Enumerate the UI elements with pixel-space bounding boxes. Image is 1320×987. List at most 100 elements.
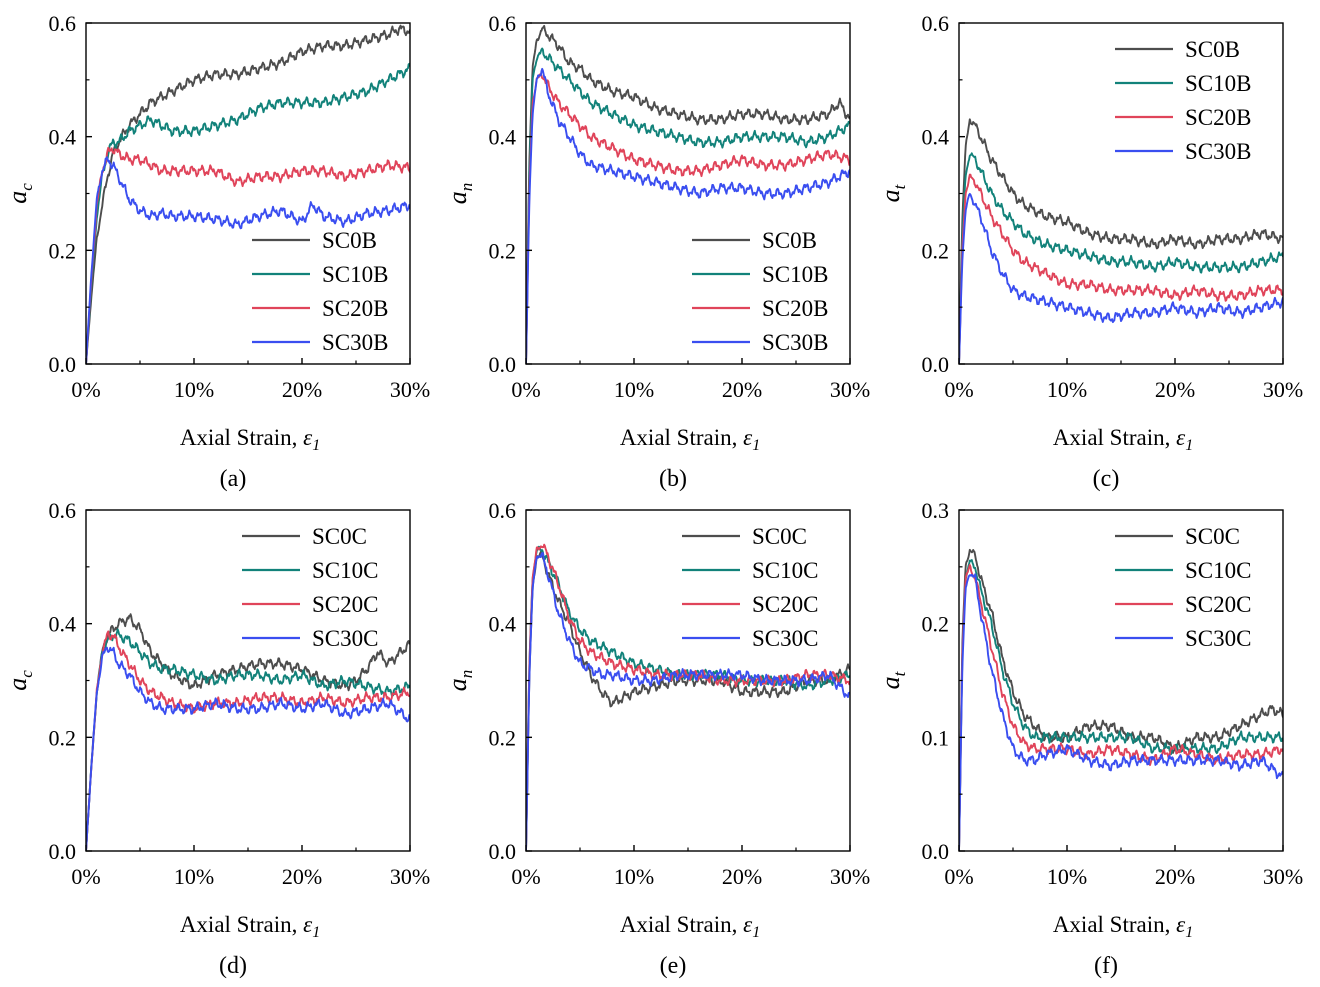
panel-label: (d) xyxy=(219,953,247,979)
legend-label: SC0C xyxy=(752,524,807,549)
x-tick-label: 0% xyxy=(511,864,540,889)
legend-label: SC20C xyxy=(312,592,378,617)
x-tick-label: 10% xyxy=(614,864,654,889)
x-tick-label: 30% xyxy=(1263,864,1303,889)
x-tick-label: 10% xyxy=(174,864,214,889)
y-axis-label: an xyxy=(443,670,476,692)
series-group xyxy=(86,24,410,364)
legend-label: SC0B xyxy=(322,228,377,253)
y-axis-label: ac xyxy=(3,183,36,204)
y-tick-label: 0.6 xyxy=(922,11,950,36)
legend-label: SC20B xyxy=(762,296,828,321)
series-line xyxy=(86,62,410,364)
x-tick-label: 0% xyxy=(71,377,100,402)
x-tick-label: 30% xyxy=(390,864,430,889)
x-axis-label: Axial Strain, ε1 xyxy=(1053,912,1193,941)
x-tick-label: 10% xyxy=(1047,864,1087,889)
chart-panel: 0% 10% 20% 30% 0.0 0.2 0.4 0.6 ac Axial Strain, ε… xyxy=(3,498,430,979)
legend: SC0B SC10B SC20B SC30B xyxy=(1115,37,1251,164)
legend-label: SC10B xyxy=(322,262,388,287)
y-tick-label: 0.0 xyxy=(49,839,77,864)
series-line xyxy=(526,545,850,851)
legend-label: SC30C xyxy=(752,626,818,651)
series-line xyxy=(86,630,410,851)
legend-label: SC30B xyxy=(322,330,388,355)
chart-panel: 0% 10% 20% 30% 0.0 0.2 0.4 0.6 an Axial Strain, ε… xyxy=(443,11,870,492)
y-tick-label: 0.4 xyxy=(49,125,77,150)
legend-label: SC30C xyxy=(1185,626,1251,651)
y-tick-label: 0.0 xyxy=(489,839,517,864)
x-tick-label: 10% xyxy=(1047,377,1087,402)
series-group xyxy=(526,24,850,364)
series-group xyxy=(86,613,410,851)
series-group xyxy=(959,118,1283,364)
x-tick-label: 10% xyxy=(174,377,214,402)
x-tick-label: 20% xyxy=(722,377,762,402)
x-axis-label: Axial Strain, ε1 xyxy=(1053,425,1193,454)
legend-label: SC20B xyxy=(322,296,388,321)
x-tick-label: 30% xyxy=(830,377,870,402)
series-line xyxy=(526,24,850,364)
series-line xyxy=(959,573,1283,851)
panel-label: (e) xyxy=(660,953,687,979)
y-tick-label: 0.0 xyxy=(922,352,950,377)
chart-panel: 0% 10% 20% 30% 0.0 0.2 0.4 0.6 ac Axial Strain, ε… xyxy=(3,11,430,492)
series-line xyxy=(959,559,1283,851)
chart-panel: 0% 10% 20% 30% 0.0 0.1 0.2 0.3 at Axial Strain, ε… xyxy=(876,498,1303,979)
y-tick-label: 0.2 xyxy=(922,238,950,263)
series-line xyxy=(959,118,1283,364)
x-tick-label: 0% xyxy=(71,864,100,889)
legend-label: SC10B xyxy=(1185,71,1251,96)
series-line xyxy=(86,24,410,364)
y-tick-label: 0.1 xyxy=(922,725,950,750)
y-axis-label: at xyxy=(876,670,909,689)
legend: SC0B SC10B SC20B SC30B xyxy=(692,228,828,355)
y-tick-label: 0.2 xyxy=(922,612,950,637)
x-tick-label: 30% xyxy=(830,864,870,889)
series-line xyxy=(526,67,850,364)
y-tick-label: 0.4 xyxy=(49,612,77,637)
x-tick-label: 20% xyxy=(722,864,762,889)
y-axis-label: an xyxy=(443,183,476,205)
series-line xyxy=(526,47,850,364)
legend-label: SC30B xyxy=(762,330,828,355)
panel-label: (b) xyxy=(659,466,687,492)
chart-panel: 0% 10% 20% 30% 0.0 0.2 0.4 0.6 at Axial Strain, ε… xyxy=(876,11,1303,492)
x-tick-label: 20% xyxy=(1155,377,1195,402)
x-axis-label: Axial Strain, ε1 xyxy=(180,912,320,941)
y-tick-label: 0.2 xyxy=(489,238,517,263)
y-tick-label: 0.4 xyxy=(489,612,517,637)
series-line xyxy=(959,548,1283,851)
series-line xyxy=(959,192,1283,364)
series-line xyxy=(86,156,410,364)
legend-label: SC10C xyxy=(312,558,378,583)
y-tick-label: 0.6 xyxy=(49,11,77,36)
y-tick-label: 0.2 xyxy=(489,725,517,750)
y-tick-label: 0.2 xyxy=(49,725,77,750)
x-axis-label: Axial Strain, ε1 xyxy=(620,425,760,454)
legend: SC0C SC10C SC20C SC30C xyxy=(682,524,818,651)
legend-label: SC0B xyxy=(1185,37,1240,62)
series-line xyxy=(86,146,410,364)
series-line xyxy=(959,173,1283,364)
y-tick-label: 0.6 xyxy=(489,11,517,36)
chart-panel: 0% 10% 20% 30% 0.0 0.2 0.4 0.6 an Axial Strain, ε… xyxy=(443,498,870,979)
legend-label: SC0C xyxy=(1185,524,1240,549)
series-group xyxy=(526,543,850,851)
y-tick-label: 0.2 xyxy=(49,238,77,263)
legend-label: SC10B xyxy=(762,262,828,287)
x-tick-label: 0% xyxy=(511,377,540,402)
y-tick-label: 0.6 xyxy=(49,498,77,523)
panel-label: (a) xyxy=(220,466,247,492)
series-line xyxy=(86,613,410,851)
panel-label: (f) xyxy=(1094,953,1118,979)
series-line xyxy=(86,628,410,851)
legend-label: SC20C xyxy=(752,592,818,617)
legend-label: SC30B xyxy=(1185,139,1251,164)
x-tick-label: 10% xyxy=(614,377,654,402)
legend-label: SC20C xyxy=(1185,592,1251,617)
series-group xyxy=(959,548,1283,851)
y-tick-label: 0.4 xyxy=(922,125,950,150)
legend-label: SC10C xyxy=(752,558,818,583)
